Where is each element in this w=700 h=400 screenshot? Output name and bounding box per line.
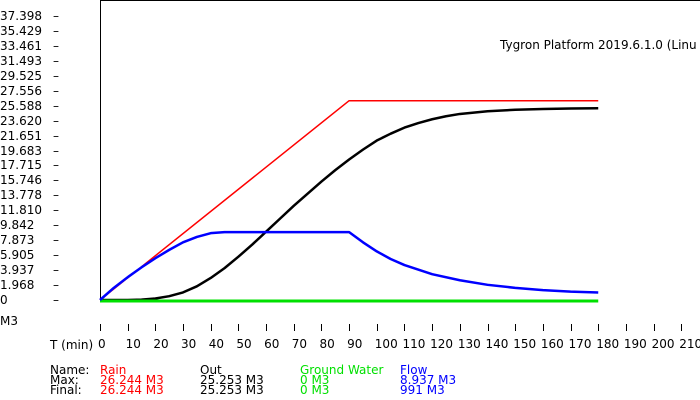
x-tick-label: 40	[208, 337, 224, 351]
y-tick-mark: –	[53, 188, 59, 203]
x-tick-label: 0	[98, 337, 106, 351]
x-tick-label: 140	[485, 337, 509, 351]
x-tick-label: 170	[568, 337, 592, 351]
y-tick-mark: –	[53, 203, 59, 218]
legend-max: 8.937 M3	[400, 373, 457, 387]
y-tick-mark: –	[53, 233, 59, 248]
x-tick-label: 200	[651, 337, 675, 351]
x-axis-label: T (min)	[50, 338, 94, 352]
x-tick-label: 100	[374, 337, 398, 351]
y-tick-label: 37.398	[0, 9, 42, 23]
y-tick-label: 17.715	[0, 158, 42, 173]
y-tick-label: 11.810	[0, 203, 42, 218]
y-tick-label: 7.873	[0, 233, 35, 248]
y-tick-label: 1.968	[0, 278, 35, 293]
x-tick-label: 10	[125, 337, 141, 351]
y-tick-label: 19.683	[0, 143, 42, 158]
legend-final: 991 M3	[400, 383, 445, 397]
x-tick-label: 30	[181, 337, 197, 351]
legend-final: 25.253 M3	[200, 383, 264, 397]
y-tick-mark: –	[53, 218, 59, 233]
y-tick-mark: –	[53, 23, 59, 38]
legend-final: 26.244 M3	[100, 383, 164, 397]
x-tick-label: 80	[319, 337, 335, 351]
y-tick-mark: –	[53, 173, 59, 188]
legend-name: Flow	[400, 363, 428, 377]
y-tick-label: 23.620	[0, 113, 42, 128]
x-tick-label: 50	[236, 337, 252, 351]
y-tick-mark: –	[53, 143, 59, 158]
y-tick-label: 9.842	[0, 218, 35, 233]
y-tick-mark: –	[53, 113, 59, 128]
y-tick-mark: –	[53, 9, 59, 23]
y-tick-mark: –	[53, 68, 59, 83]
y-tick-mark: –	[53, 158, 59, 173]
x-tick-label: 110	[402, 337, 426, 351]
x-tick-label: 210	[679, 337, 700, 351]
y-tick-mark: –	[53, 83, 59, 98]
x-tick-label: 160	[540, 337, 564, 351]
series-out-line	[100, 106, 599, 302]
y-tick-label: 35.429	[0, 23, 42, 38]
y-tick-label: 13.778	[0, 188, 42, 203]
y-tick-label: 33.461	[0, 38, 42, 53]
x-tick-label: 20	[153, 337, 169, 351]
x-tick-label: 190	[623, 337, 647, 351]
y-axis-label: M3	[0, 314, 18, 328]
legend-name: Ground Water	[300, 363, 384, 377]
y-tick-mark: –	[53, 98, 59, 113]
chart-title: Tygron Platform 2019.6.1.0 (Linu	[500, 38, 697, 52]
y-tick-label: 25.588	[0, 98, 42, 113]
y-tick-label: 15.746	[0, 173, 42, 188]
series-rain-line	[99, 99, 599, 301]
y-tick-label: 0	[0, 293, 8, 307]
series-flow-line	[99, 230, 599, 301]
x-tick-label: 150	[513, 337, 537, 351]
legend-max: 25.253 M3	[200, 373, 264, 387]
legend-max: 0 M3	[300, 373, 330, 387]
legend-max: 26.244 M3	[100, 373, 164, 387]
y-tick-mark: –	[53, 38, 59, 53]
legend-row-label: Name:	[50, 363, 90, 377]
y-tick-label: 29.525	[0, 68, 42, 83]
x-tick-label: 70	[291, 337, 308, 351]
x-tick-label: 180	[596, 337, 620, 351]
x-tick-label: 130	[457, 337, 481, 351]
legend-row-label: Final:	[50, 383, 82, 397]
y-tick-label: 3.937	[0, 263, 35, 278]
y-tick-label: 21.651	[0, 128, 42, 143]
y-tick-mark: –	[53, 128, 59, 143]
y-tick-label: 5.905	[0, 248, 35, 263]
legend-final: 0 M3	[300, 383, 330, 397]
y-tick-mark: –	[53, 293, 59, 307]
legend-name: Out	[200, 363, 222, 377]
y-tick-label: 27.556	[0, 83, 42, 98]
y-tick-mark: –	[53, 263, 59, 278]
legend-row-label: Max:	[50, 373, 79, 387]
x-tick-label: 120	[430, 337, 454, 351]
x-tick-label: 60	[264, 337, 280, 351]
x-tick-label: 90	[347, 337, 363, 351]
y-tick-mark: –	[53, 278, 59, 293]
y-tick-mark: –	[53, 53, 59, 68]
y-tick-mark: –	[53, 248, 59, 263]
legend-name: Rain	[100, 363, 127, 377]
y-tick-label: 31.493	[0, 53, 42, 68]
